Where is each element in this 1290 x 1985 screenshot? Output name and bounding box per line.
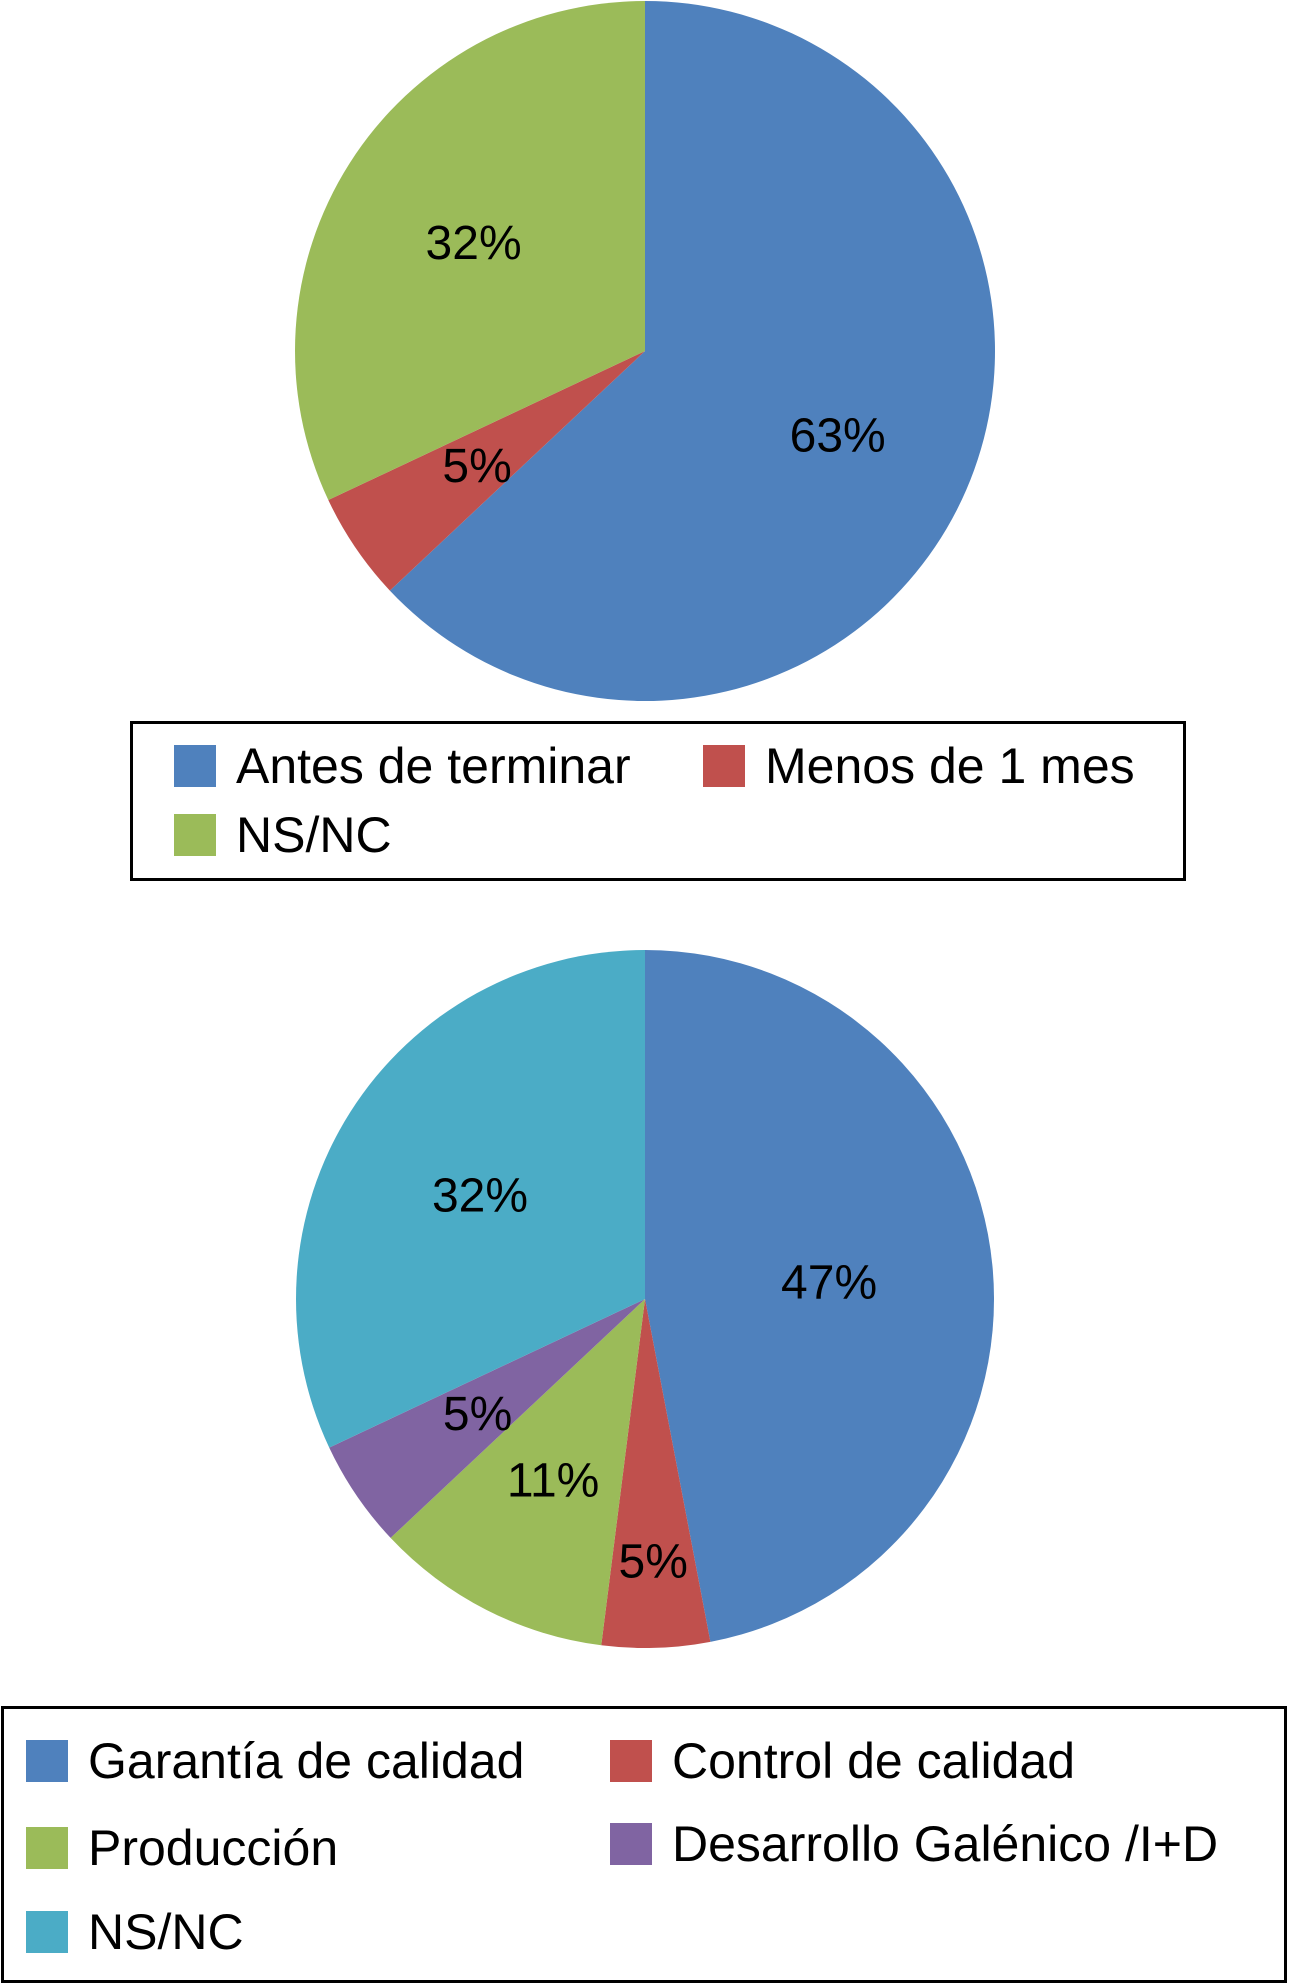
pie-slice-desarrollo-galenico-i-d	[329, 1299, 645, 1538]
legend-item-control-de-calidad: Control de calidad	[610, 1733, 1075, 1789]
legend-item-desarrollo-galenico: Desarrollo Galénico /I+D	[610, 1816, 1218, 1872]
legend-label: Menos de 1 mes	[765, 738, 1135, 794]
pie-slice-produccion	[390, 1299, 645, 1646]
legend-item-ns-nc: NS/NC	[174, 807, 392, 863]
legend-swatch	[174, 814, 216, 856]
slice-label-ns-nc: 32%	[432, 1169, 528, 1222]
slice-label-ns-nc: 32%	[426, 217, 522, 270]
legend-label: NS/NC	[236, 807, 392, 863]
legend-swatch	[26, 1740, 68, 1782]
legend-item-antes-de-terminar: Antes de terminar	[174, 738, 631, 794]
pie-chart-1: 63% 5% 32%	[295, 1, 996, 701]
pie-slice-garantia-de-calidad	[645, 950, 995, 1642]
legend-item-garantia-de-calidad: Garantía de calidad	[26, 1733, 524, 1789]
legend-2: Garantía de calidad Control de calidad P…	[1, 1706, 1287, 1983]
legend-label: Control de calidad	[672, 1733, 1076, 1789]
legend-swatch	[174, 745, 216, 787]
pie-slice-ns-nc	[295, 1, 645, 501]
pie-slice-control-de-calidad	[601, 1299, 711, 1648]
slice-label-control-de-calidad: 5%	[619, 1536, 688, 1589]
pie-chart-2: 47% 5% 11% 5% 32%	[296, 950, 995, 1648]
legend-label: Desarrollo Galénico /I+D	[672, 1816, 1219, 1872]
slice-label-produccion: 11%	[507, 1454, 600, 1507]
legend-swatch	[26, 1827, 68, 1869]
legend-label: NS/NC	[88, 1904, 244, 1960]
slice-label-antes-de-terminar: 63%	[790, 409, 886, 462]
legend-label: Producción	[88, 1820, 339, 1876]
legend-1: Antes de terminar Menos de 1 mes NS/NC	[130, 721, 1186, 881]
legend-item-menos-de-1-mes: Menos de 1 mes	[703, 738, 1135, 794]
legend-label: Antes de terminar	[236, 738, 631, 794]
pie-slice-menos-de-1-mes	[328, 351, 645, 591]
legend-label: Garantía de calidad	[88, 1733, 525, 1789]
slice-label-menos-de-1-mes: 5%	[442, 440, 511, 493]
legend-swatch	[610, 1740, 652, 1782]
slice-label-garantia-de-calidad: 47%	[781, 1257, 877, 1310]
pie-slice-antes-de-terminar	[389, 1, 996, 701]
legend-swatch	[610, 1823, 652, 1865]
slice-label-desarrollo-galenico-i-d: 5%	[443, 1388, 512, 1441]
pie-slice-ns-nc	[296, 950, 645, 1448]
legend-swatch	[703, 745, 745, 787]
legend-swatch	[26, 1911, 68, 1953]
legend-item-ns-nc: NS/NC	[26, 1904, 244, 1960]
legend-item-produccion: Producción	[26, 1820, 338, 1876]
